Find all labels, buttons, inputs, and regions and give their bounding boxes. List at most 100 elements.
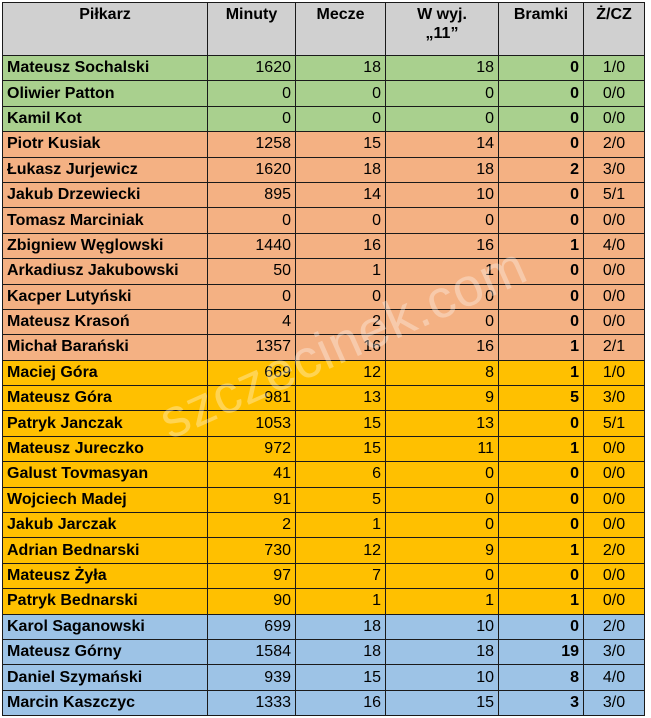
minutes-cell: 1440 <box>207 232 296 260</box>
matches-cell: 1 <box>295 588 386 615</box>
player-name-cell: Mateusz Krasoń <box>2 308 208 336</box>
matches-cell: 16 <box>295 232 386 260</box>
minutes-cell: 4 <box>207 308 296 336</box>
goals-cell: 5 <box>498 385 584 412</box>
goals-cell: 0 <box>498 131 584 158</box>
matches-cell: 16 <box>295 334 386 361</box>
player-name-cell: Michał Barański <box>2 334 208 361</box>
table-row: Jakub Jarczak 2 1 0 0 0/0 <box>2 512 645 539</box>
player-name-cell: Kamil Kot <box>2 105 208 133</box>
starts-cell: 9 <box>385 385 499 412</box>
player-name-cell: Patryk Janczak <box>2 410 208 437</box>
cards-cell: 5/1 <box>583 410 645 437</box>
matches-cell: 15 <box>295 410 386 437</box>
table-row: Marcin Kaszczyc 1333 16 15 3 3/0 <box>2 689 645 717</box>
minutes-cell: 730 <box>207 537 296 564</box>
goals-cell: 0 <box>498 258 584 285</box>
goals-cell: 0 <box>498 80 584 107</box>
cards-cell: 4/0 <box>583 232 645 260</box>
matches-cell: 6 <box>295 461 386 488</box>
starts-cell: 1 <box>385 588 499 615</box>
cards-cell: 0/0 <box>583 512 645 539</box>
table-row: Mateusz Górny 1584 18 18 19 3/0 <box>2 638 645 666</box>
player-name-cell: Mateusz Góra <box>2 385 208 412</box>
table-row: Łukasz Jurjewicz 1620 18 18 2 3/0 <box>2 156 645 183</box>
cards-cell: 2/0 <box>583 613 645 640</box>
matches-cell: 0 <box>295 283 386 310</box>
starts-cell: 0 <box>385 80 499 107</box>
matches-cell: 0 <box>295 105 386 133</box>
header-player: Piłkarz <box>2 2 208 56</box>
matches-cell: 18 <box>295 54 386 82</box>
starts-cell: 16 <box>385 334 499 361</box>
goals-cell: 0 <box>498 308 584 336</box>
table-row: Adrian Bednarski 730 12 9 1 2/0 <box>2 537 645 564</box>
player-name-cell: Jakub Jarczak <box>2 512 208 539</box>
goals-cell: 0 <box>498 54 584 82</box>
table-row: Jakub Drzewiecki 895 14 10 0 5/1 <box>2 181 645 209</box>
table-row: Piotr Kusiak 1258 15 14 0 2/0 <box>2 131 645 158</box>
starts-cell: 10 <box>385 664 499 691</box>
starts-cell: 8 <box>385 359 499 387</box>
player-name-cell: Piotr Kusiak <box>2 131 208 158</box>
matches-cell: 0 <box>295 207 386 234</box>
goals-cell: 1 <box>498 359 584 387</box>
goals-cell: 0 <box>498 105 584 133</box>
table-row: Wojciech Madej 91 5 0 0 0/0 <box>2 486 645 514</box>
cards-cell: 0/0 <box>583 207 645 234</box>
player-name-cell: Mateusz Górny <box>2 638 208 666</box>
table-row: Karol Saganowski 699 18 10 0 2/0 <box>2 613 645 640</box>
table-row: Maciej Góra 669 12 8 1 1/0 <box>2 359 645 387</box>
table-row: Patryk Janczak 1053 15 13 0 5/1 <box>2 410 645 437</box>
starts-cell: 0 <box>385 283 499 310</box>
goals-cell: 0 <box>498 613 584 640</box>
cards-cell: 0/0 <box>583 283 645 310</box>
player-name-cell: Karol Saganowski <box>2 613 208 640</box>
minutes-cell: 97 <box>207 562 296 590</box>
starts-cell: 16 <box>385 232 499 260</box>
minutes-cell: 699 <box>207 613 296 640</box>
cards-cell: 3/0 <box>583 385 645 412</box>
player-name-cell: Mateusz Sochalski <box>2 54 208 82</box>
goals-cell: 0 <box>498 486 584 514</box>
minutes-cell: 50 <box>207 258 296 285</box>
minutes-cell: 0 <box>207 105 296 133</box>
matches-cell: 18 <box>295 156 386 183</box>
matches-cell: 2 <box>295 308 386 336</box>
minutes-cell: 669 <box>207 359 296 387</box>
starts-cell: 0 <box>385 562 499 590</box>
goals-cell: 3 <box>498 689 584 717</box>
table-row: Mateusz Sochalski 1620 18 18 0 1/0 <box>2 54 645 82</box>
table-row: Mateusz Jureczko 972 15 11 1 0/0 <box>2 435 645 463</box>
cards-cell: 4/0 <box>583 664 645 691</box>
player-name-cell: Tomasz Marciniak <box>2 207 208 234</box>
minutes-cell: 1584 <box>207 638 296 666</box>
cards-cell: 2/0 <box>583 537 645 564</box>
starts-cell: 0 <box>385 207 499 234</box>
table-row: Michał Barański 1357 16 16 1 2/1 <box>2 334 645 361</box>
minutes-cell: 972 <box>207 435 296 463</box>
starts-cell: 15 <box>385 689 499 717</box>
player-name-cell: Maciej Góra <box>2 359 208 387</box>
minutes-cell: 1620 <box>207 156 296 183</box>
player-name-cell: Galust Tovmasyan <box>2 461 208 488</box>
matches-cell: 12 <box>295 359 386 387</box>
minutes-cell: 1333 <box>207 689 296 717</box>
goals-cell: 0 <box>498 512 584 539</box>
minutes-cell: 41 <box>207 461 296 488</box>
table-body: Mateusz Sochalski 1620 18 18 0 1/0 Oliwier Pat… <box>2 54 645 717</box>
starts-cell: 0 <box>385 308 499 336</box>
goals-cell: 8 <box>498 664 584 691</box>
player-name-cell: Marcin Kaszczyc <box>2 689 208 717</box>
player-name-cell: Oliwier Patton <box>2 80 208 107</box>
player-name-cell: Arkadiusz Jakubowski <box>2 258 208 285</box>
starts-cell: 0 <box>385 105 499 133</box>
minutes-cell: 895 <box>207 181 296 209</box>
starts-cell: 10 <box>385 613 499 640</box>
table-row: Daniel Szymański 939 15 10 8 4/0 <box>2 664 645 691</box>
cards-cell: 0/0 <box>583 80 645 107</box>
minutes-cell: 0 <box>207 283 296 310</box>
starts-cell: 0 <box>385 512 499 539</box>
header-starts: W wyj. „11” <box>385 2 499 56</box>
